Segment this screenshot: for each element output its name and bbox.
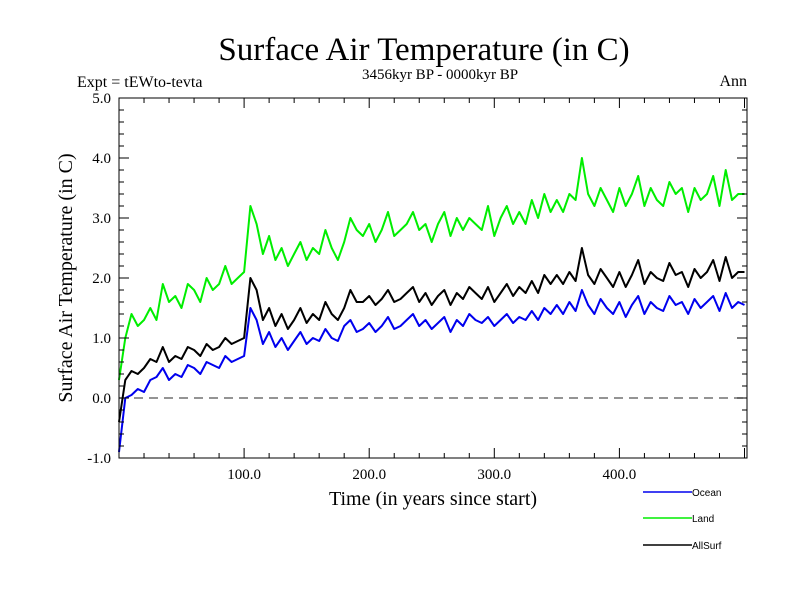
chart-title: Surface Air Temperature (in C) [218,32,629,68]
y-tick-label: 0.0 [92,391,111,407]
legend-label: Ocean [692,488,721,499]
series-line-allsurf [118,247,745,423]
x-tick-label: 400.0 [603,467,637,483]
x-tick-label: 200.0 [352,467,386,483]
plot-frame [118,97,748,459]
series-line-land [118,157,745,381]
x-tick-label: 300.0 [477,467,511,483]
legend-label: AllSurf [692,541,722,552]
y-tick-label: 3.0 [92,211,111,227]
experiment-label: Expt = tEWto-tevta [77,74,202,91]
x-axis-label: Time (in years since start) [329,488,537,510]
y-tick-label: 1.0 [92,331,111,347]
x-tick-label: 100.0 [227,467,261,483]
chart-subtitle: 3456kyr BP - 0000kyr BP [362,67,518,83]
legend-item-allsurf: AllSurf [643,541,722,552]
legend-item-land: Land [643,514,714,525]
series-line-ocean [118,289,745,453]
legend-item-ocean: Ocean [643,488,721,499]
y-tick-label: 5.0 [92,91,111,107]
y-tick-label: 2.0 [92,271,111,287]
legend-label: Land [692,514,714,525]
y-tick-label: -1.0 [87,451,111,467]
y-axis-label: Surface Air Temperature (in C) [55,153,77,402]
season-label: Ann [719,73,747,90]
y-tick-label: 4.0 [92,151,111,167]
